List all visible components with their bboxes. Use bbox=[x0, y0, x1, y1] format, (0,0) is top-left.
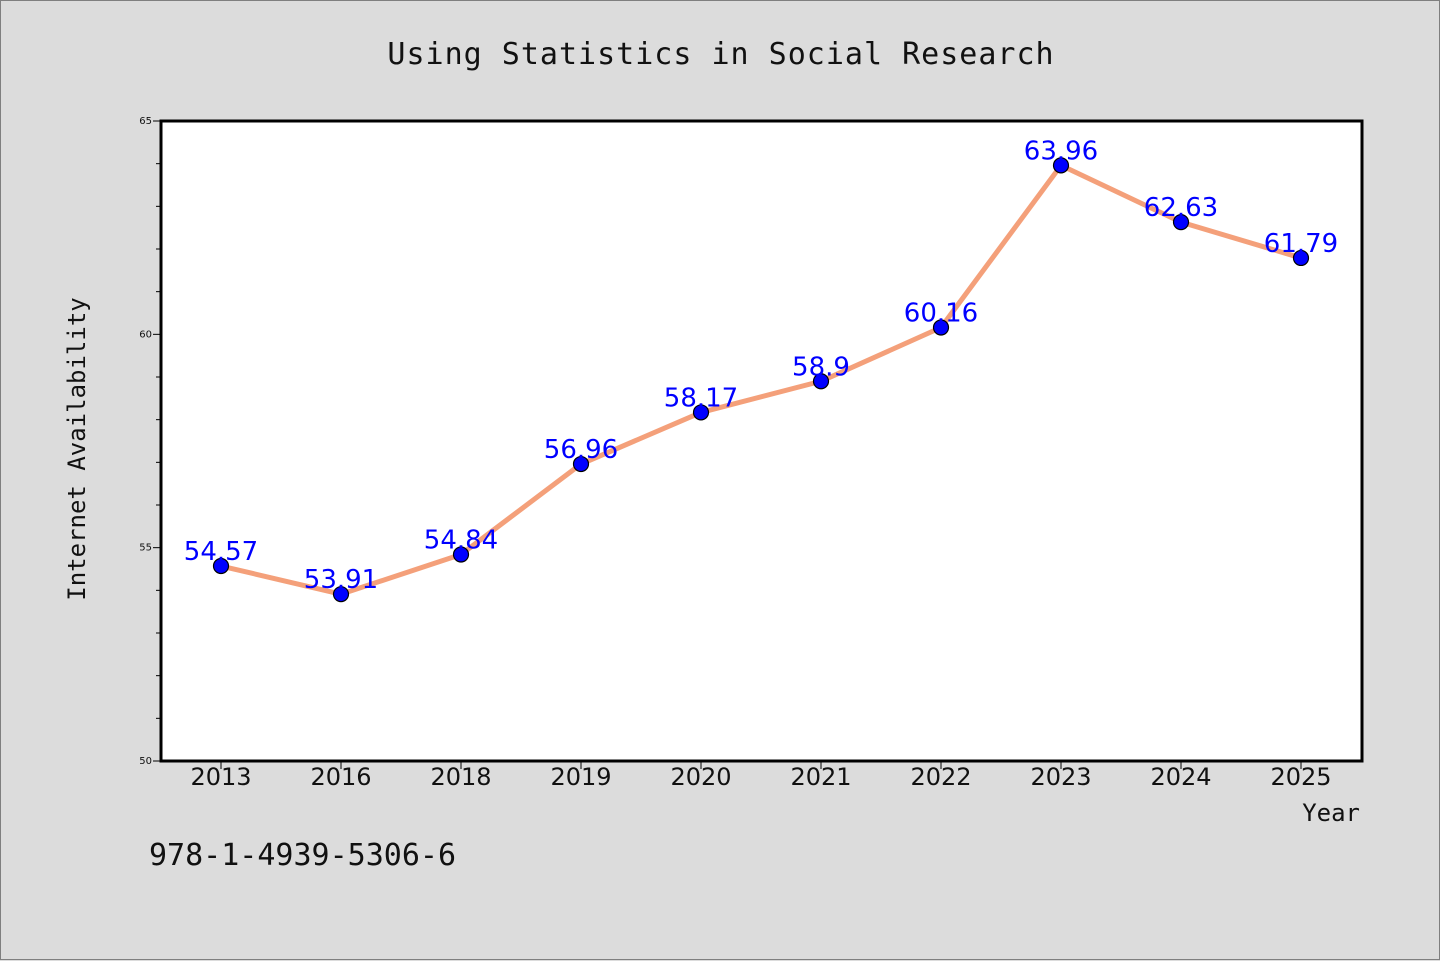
isbn-annotation: 978-1-4939-5306-6 bbox=[149, 838, 456, 873]
data-label: 62.63 bbox=[1144, 193, 1218, 223]
data-labels: 54.57 53.91 54.84 56.96 58.17 58.9 60.16 63.96 6… bbox=[184, 136, 1338, 595]
data-point bbox=[932, 319, 950, 336]
plot-area bbox=[159, 119, 1364, 763]
x-tick-label: 2018 bbox=[430, 763, 491, 791]
series-line bbox=[218, 162, 1304, 597]
data-point bbox=[1172, 214, 1190, 231]
data-markers bbox=[212, 157, 1310, 603]
data-label: 61.79 bbox=[1264, 229, 1338, 259]
y-tick-label: 60 bbox=[139, 329, 152, 340]
data-label: 60.16 bbox=[904, 299, 978, 329]
data-label: 58.9 bbox=[792, 352, 850, 382]
data-label: 54.84 bbox=[424, 525, 498, 555]
y-tick-label: 65 bbox=[139, 116, 152, 127]
data-point bbox=[212, 557, 230, 575]
x-tick-label: 2023 bbox=[1030, 763, 1091, 791]
data-point bbox=[1292, 249, 1310, 267]
y-axis: 50 55 60 65 bbox=[139, 116, 161, 767]
data-point bbox=[332, 586, 350, 603]
x-axis: 2013 2016 2018 2019 2020 2021 2022 2023 2024 2025 bbox=[190, 761, 1332, 791]
data-point bbox=[452, 546, 470, 563]
x-tick-label: 2016 bbox=[310, 763, 371, 791]
x-axis-label: Year bbox=[1302, 799, 1360, 827]
data-point bbox=[812, 373, 830, 390]
chart-title: Using Statistics in Social Research bbox=[387, 37, 1054, 72]
data-point bbox=[1052, 157, 1070, 174]
y-tick-label: 55 bbox=[139, 543, 152, 554]
x-tick-label: 2013 bbox=[190, 763, 251, 791]
x-tick-label: 2019 bbox=[550, 763, 611, 791]
data-label: 58.17 bbox=[664, 383, 738, 413]
data-label: 63.96 bbox=[1024, 136, 1098, 166]
x-tick-label: 2024 bbox=[1150, 763, 1211, 791]
x-tick-label: 2025 bbox=[1270, 763, 1331, 791]
x-tick-label: 2022 bbox=[910, 763, 971, 791]
y-tick-label: 50 bbox=[139, 756, 152, 767]
data-label: 56.96 bbox=[544, 435, 618, 465]
data-label: 53.91 bbox=[304, 565, 378, 595]
y-axis-label: Internet Availability bbox=[63, 297, 91, 600]
x-tick-label: 2021 bbox=[790, 763, 851, 791]
data-point bbox=[572, 455, 590, 473]
x-tick-label: 2020 bbox=[670, 763, 731, 791]
data-point bbox=[692, 404, 710, 421]
data-label: 54.57 bbox=[184, 537, 258, 567]
